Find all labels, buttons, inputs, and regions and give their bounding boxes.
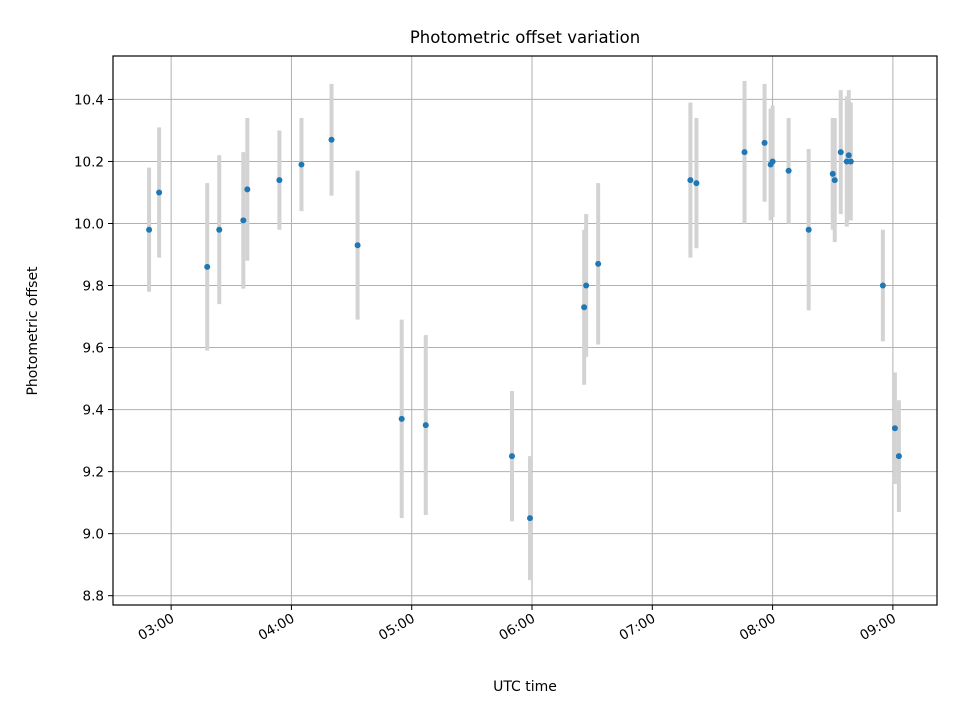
data-point <box>240 217 247 224</box>
data-point <box>837 149 844 156</box>
data-point <box>831 177 838 184</box>
data-point <box>761 139 768 146</box>
data-point <box>146 226 153 233</box>
data-point <box>805 226 812 233</box>
data-point <box>204 263 211 270</box>
y-axis: 8.8 9.0 9.2 9.4 9.6 9.8 10.0 10.2 10.4 <box>74 92 113 605</box>
y-tick-label: 9.4 <box>83 403 104 419</box>
data-point <box>595 260 602 267</box>
data-point <box>156 189 163 196</box>
data-point <box>847 158 854 165</box>
data-point <box>741 149 748 156</box>
data-point <box>581 304 588 311</box>
data-point <box>398 415 405 422</box>
plot-frame <box>112 55 938 606</box>
data-point <box>328 136 335 143</box>
x-axis-label: UTC time <box>493 679 557 695</box>
data-point <box>891 425 898 432</box>
y-tick-label: 8.8 <box>83 589 104 605</box>
data-point <box>298 161 305 168</box>
data-point <box>508 453 515 460</box>
y-axis-label: Photometric offset <box>25 266 41 396</box>
data-point <box>845 152 852 159</box>
data-point <box>879 282 886 289</box>
chart-title: Photometric offset variation <box>410 28 640 47</box>
data-point <box>354 242 361 249</box>
data-point <box>583 282 590 289</box>
data-point <box>895 453 902 460</box>
y-tick-label: 10.0 <box>74 216 104 232</box>
data-point <box>422 422 429 429</box>
y-tick-label: 9.2 <box>83 465 104 481</box>
y-tick-label: 9.8 <box>83 279 104 295</box>
data-point <box>276 177 283 184</box>
y-tick-label: 9.0 <box>83 527 104 543</box>
data-point <box>216 226 223 233</box>
data-point <box>244 186 251 193</box>
data-point <box>785 167 792 174</box>
y-tick-label: 10.4 <box>74 92 104 108</box>
data-point <box>693 180 700 187</box>
y-tick-label: 9.6 <box>83 341 104 357</box>
data-point <box>829 170 836 177</box>
data-point <box>769 158 776 165</box>
grid <box>113 56 937 605</box>
data-points <box>146 136 902 522</box>
data-point <box>687 177 694 184</box>
data-point <box>527 515 534 522</box>
y-tick-label: 10.2 <box>74 154 104 170</box>
